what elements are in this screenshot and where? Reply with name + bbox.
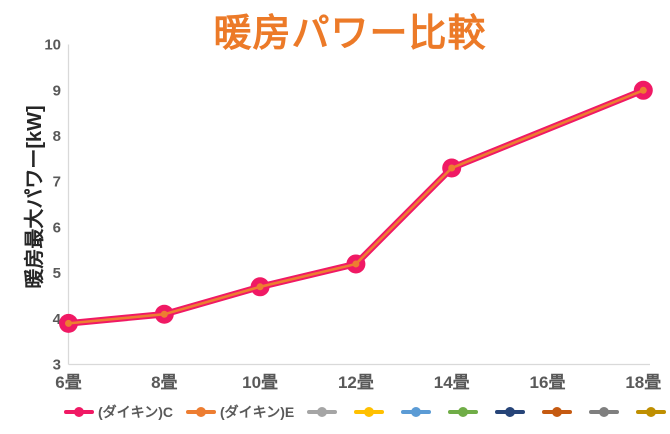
chart-legend: (ダイキン)C (ダイキン)E [64, 401, 670, 423]
legend-line-marker-icon [307, 407, 338, 417]
y-tick-label: 7 [53, 174, 61, 191]
x-category-label: 18畳 [625, 373, 661, 392]
data-point-marker [352, 260, 360, 268]
data-point-marker [256, 283, 264, 291]
legend-item [354, 407, 388, 417]
legend-dot-icon [411, 407, 422, 417]
legend-dot-icon [458, 407, 469, 417]
legend-label: (ダイキン)E [220, 404, 295, 420]
legend-line-marker-icon [354, 407, 385, 417]
legend-item [542, 407, 576, 417]
x-category-label: 8畳 [151, 373, 177, 392]
legend-line-marker-icon [64, 407, 94, 417]
y-tick-label: 3 [53, 357, 61, 374]
legend-item [589, 407, 623, 417]
data-point-marker [160, 310, 168, 318]
x-category-label: 16畳 [530, 373, 566, 392]
legend-item [636, 407, 670, 417]
legend-line-marker-icon [401, 407, 432, 417]
series-line-daikin-e [67, 89, 645, 325]
legend-line-marker-icon [542, 407, 573, 417]
chart-title: 暖房パワー比較 [213, 13, 487, 55]
data-point-marker [639, 86, 647, 94]
legend-dot-icon [552, 407, 563, 417]
legend-item [401, 407, 435, 417]
legend-item [307, 407, 341, 417]
y-tick-label: 8 [53, 128, 61, 145]
legend-line-marker-icon [589, 407, 620, 417]
legend-dot-icon [646, 407, 657, 417]
legend-line-marker-icon [448, 407, 479, 417]
y-tick-label: 6 [53, 219, 61, 236]
y-tick-label: 10 [44, 37, 61, 54]
x-category-label: 12畳 [338, 373, 374, 392]
legend-item [495, 407, 529, 417]
y-tick-label: 4 [53, 311, 62, 328]
legend-item: (ダイキン)C [64, 402, 173, 422]
y-tick-label: 9 [53, 82, 61, 99]
legend-label: (ダイキン)C [98, 404, 174, 420]
legend-dot-icon [196, 407, 207, 417]
legend-dot-icon [599, 407, 610, 417]
data-point-marker [448, 164, 456, 172]
legend-dot-icon [364, 407, 375, 417]
legend-line-marker-icon [636, 407, 667, 417]
data-point-marker [65, 319, 72, 327]
legend-item: (ダイキン)E [186, 402, 294, 422]
legend-item [448, 407, 482, 417]
x-category-label: 6畳 [55, 373, 81, 392]
x-category-label: 14畳 [434, 373, 470, 392]
legend-line-marker-icon [186, 407, 217, 417]
legend-dot-icon [317, 407, 328, 417]
legend-dot-icon [505, 407, 516, 417]
y-tick-label: 5 [53, 265, 61, 282]
legend-line-marker-icon [495, 407, 526, 417]
x-category-label: 10畳 [242, 373, 278, 392]
legend-dot-icon [74, 407, 84, 417]
